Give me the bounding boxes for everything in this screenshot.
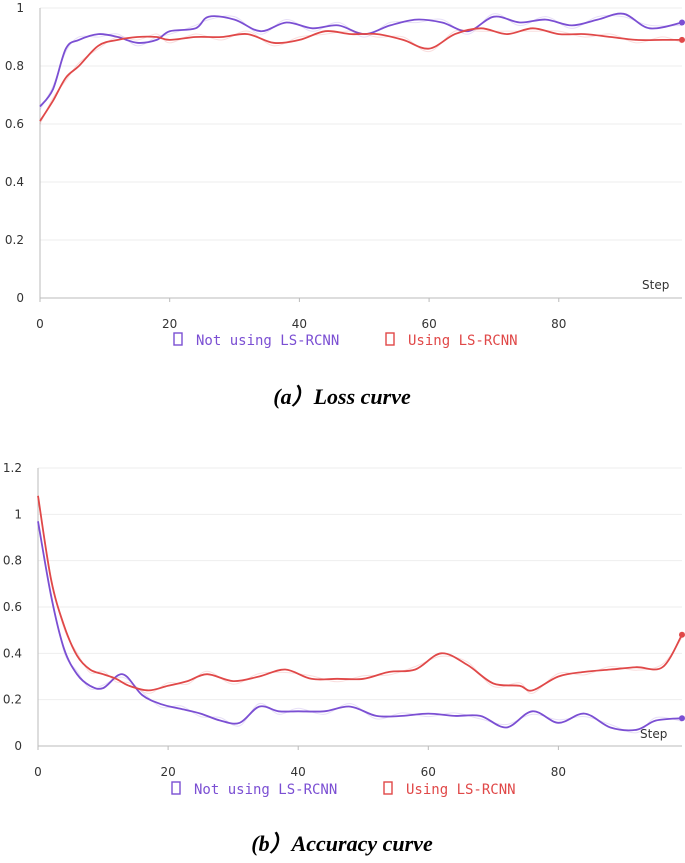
- legend-label: Using LS-RCNN: [408, 333, 518, 349]
- series-line-using: [39, 27, 682, 122]
- y-tick-label: 0.4: [3, 646, 22, 660]
- y-tick-label: 1: [16, 1, 24, 15]
- x-tick-label: 0: [34, 765, 42, 779]
- accuracy-chart-panel: 0 0.2 0.4 0.6 0.8 1 1.2 0 20 40 60 80 Step Not using …: [3, 461, 685, 856]
- legend-item-using[interactable]: Using LS-RCNN: [383, 781, 516, 798]
- legend-label: Not using LS-RCNN: [194, 782, 337, 798]
- x-tick-label: 20: [160, 765, 175, 779]
- y-tick-label: 0.6: [3, 600, 22, 614]
- y-tick-label: 0.4: [5, 175, 24, 189]
- data-point: [679, 36, 685, 43]
- x-tick-label: 40: [292, 317, 307, 331]
- figure-caption: (a）Loss curve: [273, 384, 411, 409]
- y-tick-label: 1: [14, 507, 22, 521]
- series-line-using: [37, 495, 683, 692]
- y-tick-label: 0: [16, 291, 24, 305]
- data-point: [679, 715, 685, 722]
- x-tick-label: 40: [291, 765, 306, 779]
- y-tick-label: 0.2: [5, 233, 24, 247]
- data-point: [679, 631, 685, 638]
- x-tick-label: 80: [551, 765, 566, 779]
- x-tick-label: 80: [551, 317, 566, 331]
- figure-caption: (b）Accuracy curve: [251, 831, 433, 856]
- series-raw-line-not-using: [37, 524, 683, 734]
- loss-chart-panel: 0 0.2 0.4 0.6 0.8 1 0 20 40 60 80 Step Not using LS-…: [5, 1, 685, 409]
- legend-swatch: [383, 781, 393, 795]
- series-line-not-using: [39, 12, 683, 108]
- series-raw-line-using: [39, 29, 683, 125]
- legend-swatch: [385, 332, 395, 346]
- series-line-not-using: [37, 521, 683, 732]
- y-tick-label: 0.8: [5, 59, 24, 73]
- legend-swatch: [171, 781, 181, 795]
- x-tick-label: 60: [421, 765, 436, 779]
- legend-item-not-using[interactable]: Not using LS-RCNN: [171, 781, 337, 798]
- legend-item-not-using[interactable]: Not using LS-RCNN: [173, 332, 339, 349]
- data-point: [679, 19, 685, 26]
- x-tick-label: 60: [421, 317, 436, 331]
- legend-label: Not using LS-RCNN: [196, 333, 339, 349]
- y-tick-label: 0.6: [5, 117, 24, 131]
- x-tick-label: 0: [36, 317, 44, 331]
- y-tick-label: 0: [14, 739, 22, 753]
- legend-swatch: [173, 332, 183, 346]
- x-tick-label: 20: [162, 317, 177, 331]
- legend-label: Using LS-RCNN: [406, 782, 516, 798]
- series-raw-line-using: [37, 498, 683, 694]
- x-axis-label: Step: [640, 727, 667, 741]
- y-tick-label: 0.8: [3, 554, 22, 568]
- series-raw-line-not-using: [39, 13, 683, 110]
- x-axis-label: Step: [642, 278, 669, 292]
- legend-item-using[interactable]: Using LS-RCNN: [385, 332, 518, 349]
- y-tick-label: 1.2: [3, 461, 22, 475]
- y-tick-label: 0.2: [3, 693, 22, 707]
